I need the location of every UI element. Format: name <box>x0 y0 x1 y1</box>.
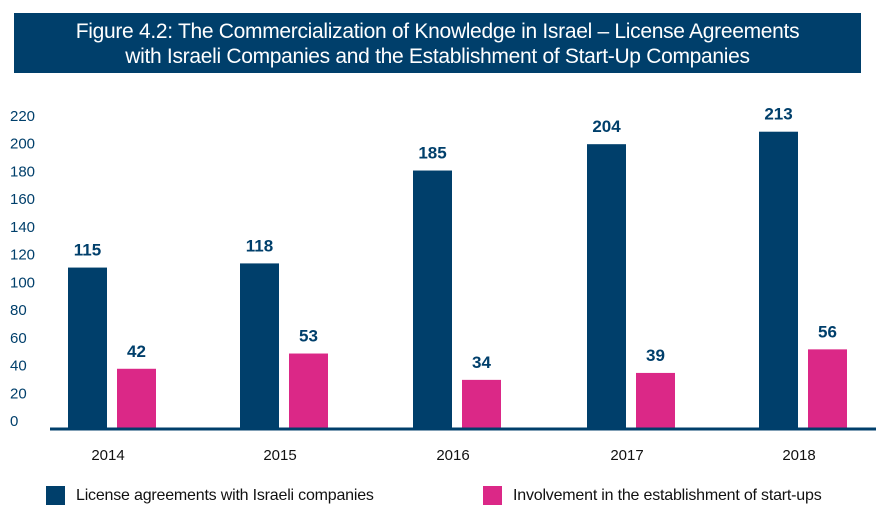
legend-item-license: License agreements with Israeli companie… <box>46 486 374 505</box>
x-tick-label-2017: 2017 <box>610 447 643 464</box>
y-tick-label: 160 <box>10 191 35 208</box>
y-tick-label: 220 <box>10 108 35 125</box>
y-tick-label: 40 <box>10 358 27 375</box>
y-tick-label: 200 <box>10 136 35 153</box>
legend-label-startups: Involvement in the establishment of star… <box>513 486 822 504</box>
x-tick-label-2014: 2014 <box>91 447 124 464</box>
legend-swatch-startups <box>483 486 502 505</box>
bar-license-2017 <box>587 144 626 428</box>
y-axis-ticks: 0 20 40 60 80 100 120 140 160 180 200 220 <box>10 108 35 430</box>
legend-item-startups: Involvement in the establishment of star… <box>483 486 822 505</box>
y-tick-label: 100 <box>10 274 35 291</box>
data-label-license-2014: 115 <box>74 241 101 260</box>
y-tick-label: 120 <box>10 247 35 264</box>
data-label-startups-2014: 42 <box>127 342 146 361</box>
data-label-license-2016: 185 <box>418 144 446 163</box>
x-tick-label-2018: 2018 <box>782 447 815 464</box>
y-tick-label: 140 <box>10 219 35 236</box>
y-tick-label: 180 <box>10 163 35 180</box>
x-tick-label-2016: 2016 <box>436 447 469 464</box>
chart-title-line-1: Figure 4.2: The Commercialization of Kno… <box>75 20 800 43</box>
bar-startups-2016 <box>462 379 501 428</box>
bar-chart: 0 20 40 60 80 100 120 140 160 180 200 220 115 42 118 5… <box>10 105 876 464</box>
bar-license-2016 <box>413 170 452 429</box>
chart-title: Figure 4.2: The Commercialization of Kno… <box>14 13 861 73</box>
legend-swatch-license <box>46 486 65 505</box>
bars <box>68 131 847 429</box>
data-label-startups-2015: 53 <box>299 327 318 346</box>
legend: License agreements with Israeli companie… <box>0 486 890 510</box>
bar-startups-2017 <box>636 372 675 428</box>
bar-startups-2018 <box>808 349 847 428</box>
y-tick-label: 20 <box>10 385 27 402</box>
data-label-startups-2018: 56 <box>818 322 837 341</box>
bar-license-2018 <box>759 131 798 429</box>
legend-label-license: License agreements with Israeli companie… <box>76 486 374 504</box>
y-tick-label: 80 <box>10 302 27 319</box>
data-label-startups-2017: 39 <box>646 346 665 365</box>
x-axis-ticks: 2014 2015 2016 2017 2018 <box>91 447 815 464</box>
x-tick-label-2015: 2015 <box>263 447 296 464</box>
bar-license-2014 <box>68 267 107 428</box>
bar-data-labels: 115 42 118 53 185 34 204 39 213 56 <box>74 105 837 372</box>
data-label-license-2015: 118 <box>246 236 273 255</box>
bar-startups-2014 <box>117 368 156 428</box>
data-label-license-2017: 204 <box>592 117 621 136</box>
y-tick-label: 60 <box>10 330 27 347</box>
data-label-license-2018: 213 <box>764 105 792 124</box>
bar-license-2015 <box>240 263 279 428</box>
data-label-startups-2016: 34 <box>472 353 491 372</box>
y-tick-label: 0 <box>10 413 18 430</box>
bar-startups-2015 <box>289 353 328 428</box>
chart-title-line-2: with Israeli Companies and the Establish… <box>125 45 750 68</box>
